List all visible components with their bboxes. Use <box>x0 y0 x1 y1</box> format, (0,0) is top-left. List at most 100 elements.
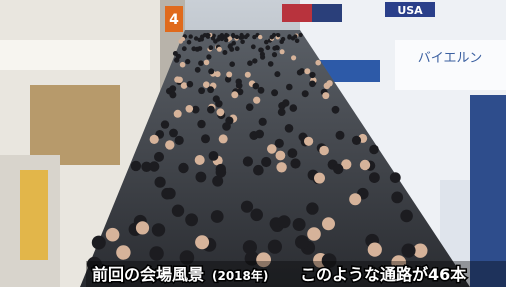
head <box>92 236 106 250</box>
head <box>287 35 291 39</box>
head <box>290 104 298 112</box>
head <box>322 217 335 230</box>
head <box>226 72 232 78</box>
head <box>276 162 286 172</box>
head <box>278 215 291 228</box>
head <box>259 48 264 53</box>
head <box>204 60 210 66</box>
caption-main: 前回の会場風景 <box>92 265 204 284</box>
head <box>265 45 270 50</box>
head <box>322 92 329 99</box>
head <box>207 106 215 114</box>
head <box>288 148 298 158</box>
head <box>213 95 220 102</box>
page: 4 USA バイエルン 前回の会場風景 (2018年) このような通路が46本 … <box>0 0 506 287</box>
head <box>309 81 316 88</box>
head <box>245 72 251 78</box>
head <box>212 176 223 187</box>
head <box>268 61 274 67</box>
head <box>217 108 225 116</box>
head <box>255 130 264 139</box>
head <box>197 120 205 128</box>
head <box>149 246 163 260</box>
aisle-number: 4 <box>169 12 179 28</box>
head <box>309 72 315 78</box>
head <box>165 140 174 149</box>
head <box>314 173 325 184</box>
head <box>315 60 321 66</box>
head <box>174 57 179 62</box>
head <box>264 40 269 45</box>
country-sign: USA <box>397 4 423 17</box>
head <box>332 106 340 114</box>
head <box>174 110 182 118</box>
photo: 4 USA バイエルン 前回の会場風景 (2018年) このような通路が46本 <box>0 0 506 287</box>
head <box>208 68 214 74</box>
head <box>116 245 130 259</box>
head <box>209 151 219 161</box>
head <box>241 201 253 213</box>
head <box>252 35 256 39</box>
head <box>258 87 265 94</box>
head <box>180 62 186 68</box>
head <box>253 83 260 90</box>
head <box>246 103 254 111</box>
head <box>253 165 264 176</box>
head <box>369 172 380 183</box>
head <box>360 160 370 170</box>
head <box>231 33 235 37</box>
head <box>295 235 309 249</box>
head <box>106 228 120 242</box>
head <box>185 213 198 226</box>
head <box>215 71 221 77</box>
head <box>211 210 224 223</box>
head <box>231 91 238 98</box>
head <box>324 83 331 90</box>
head <box>251 44 256 49</box>
head <box>216 164 226 174</box>
head <box>274 71 280 77</box>
head <box>349 193 361 205</box>
caption-year: (2018年) <box>212 268 268 283</box>
head <box>174 76 180 82</box>
head <box>280 49 285 54</box>
head <box>282 99 289 106</box>
head <box>208 45 213 50</box>
head <box>149 161 159 171</box>
head <box>131 161 141 171</box>
head <box>272 52 277 57</box>
head <box>219 134 228 143</box>
head <box>286 84 293 91</box>
head <box>281 37 285 41</box>
head <box>250 209 263 222</box>
flag <box>282 4 312 22</box>
head <box>207 86 214 93</box>
head <box>293 218 306 231</box>
head <box>333 164 343 174</box>
booth-fascia <box>0 40 150 70</box>
head <box>236 82 243 89</box>
head <box>391 192 403 204</box>
head <box>368 243 382 257</box>
head <box>169 91 176 98</box>
head <box>401 244 415 258</box>
head <box>253 97 260 104</box>
head <box>196 172 207 183</box>
head <box>252 58 257 63</box>
head <box>187 40 192 45</box>
head <box>195 47 200 52</box>
head <box>319 146 329 156</box>
head <box>278 108 286 116</box>
head <box>169 129 178 138</box>
booth-wall <box>30 85 120 165</box>
head <box>206 54 211 59</box>
booth-banner <box>20 170 48 260</box>
head <box>259 118 267 126</box>
head <box>400 210 413 223</box>
head <box>172 205 184 217</box>
head <box>201 134 210 143</box>
head <box>270 35 274 39</box>
head <box>243 156 253 166</box>
head <box>198 60 204 66</box>
head <box>222 122 231 131</box>
